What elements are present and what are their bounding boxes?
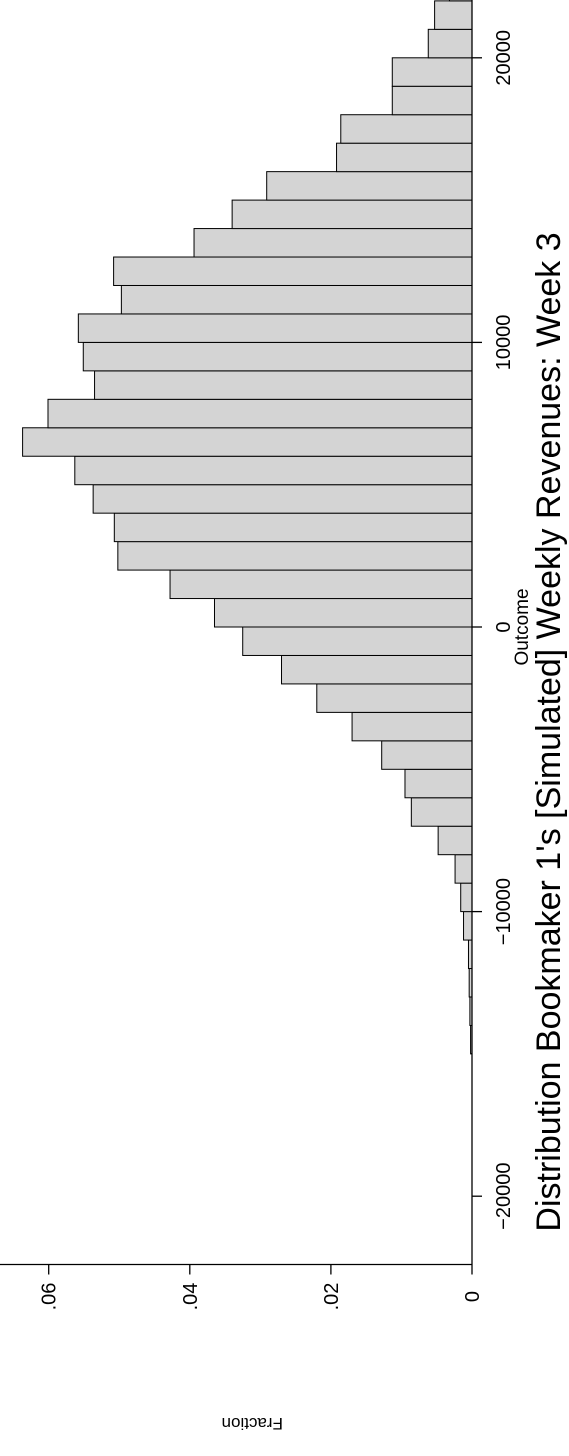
histogram-bar — [391, 85, 473, 116]
histogram-bar — [448, 0, 473, 2]
histogram-bar — [391, 57, 473, 87]
histogram-bar — [281, 654, 473, 685]
histogram-bar — [434, 0, 473, 30]
histogram-bar — [427, 28, 473, 59]
histogram-bar — [47, 398, 473, 429]
histogram-bar — [117, 541, 473, 571]
histogram-bar — [266, 171, 473, 201]
x-tick-label: 10000 — [493, 315, 515, 371]
histogram-bar — [404, 768, 473, 799]
histogram-bar — [316, 683, 473, 713]
histogram-bar — [410, 797, 473, 827]
histogram-bar — [213, 598, 473, 628]
histogram-bar — [77, 313, 473, 343]
histogram-bar — [92, 484, 473, 514]
histogram-bar — [454, 854, 473, 884]
x-tick-label: 0 — [493, 621, 515, 632]
bars-group — [22, 0, 473, 1055]
histogram-bar — [113, 256, 473, 286]
histogram-bar — [460, 882, 473, 913]
histogram-bar — [94, 370, 473, 400]
y-tick-label: .06 — [39, 1283, 61, 1311]
y-tick-label: .04 — [180, 1283, 202, 1311]
histogram-bar — [74, 455, 473, 486]
y-tick-label: .02 — [321, 1283, 343, 1311]
histogram-bar — [336, 142, 473, 173]
histogram-bar — [437, 825, 473, 856]
histogram-bar — [82, 341, 473, 372]
histogram-bar — [463, 911, 473, 941]
histogram-bar — [169, 569, 473, 600]
y-tick-label: 0 — [462, 1291, 484, 1302]
histogram-bar — [231, 199, 473, 230]
x-tick-label: −10000 — [493, 878, 515, 945]
histogram-bar — [351, 711, 473, 742]
histogram-bar — [381, 740, 473, 770]
histogram-bar — [113, 512, 473, 543]
x-axis-title: Outcome — [512, 588, 533, 665]
chart-title: Distribution Bookmaker 1's [Simulated] W… — [530, 232, 568, 1231]
x-tick-label: 20000 — [493, 30, 515, 86]
ticks-group: −20000 −10000 0 10000 20000 0 .02 .04 .06 — [39, 30, 515, 1310]
x-tick-label: −20000 — [493, 1163, 515, 1230]
y-axis-title: Fraction — [222, 1414, 283, 1433]
histogram-bar — [120, 284, 473, 315]
histogram-bar — [340, 114, 473, 144]
histogram-bar — [242, 626, 473, 656]
histogram-bar — [22, 427, 473, 457]
histogram-bar — [193, 228, 473, 258]
